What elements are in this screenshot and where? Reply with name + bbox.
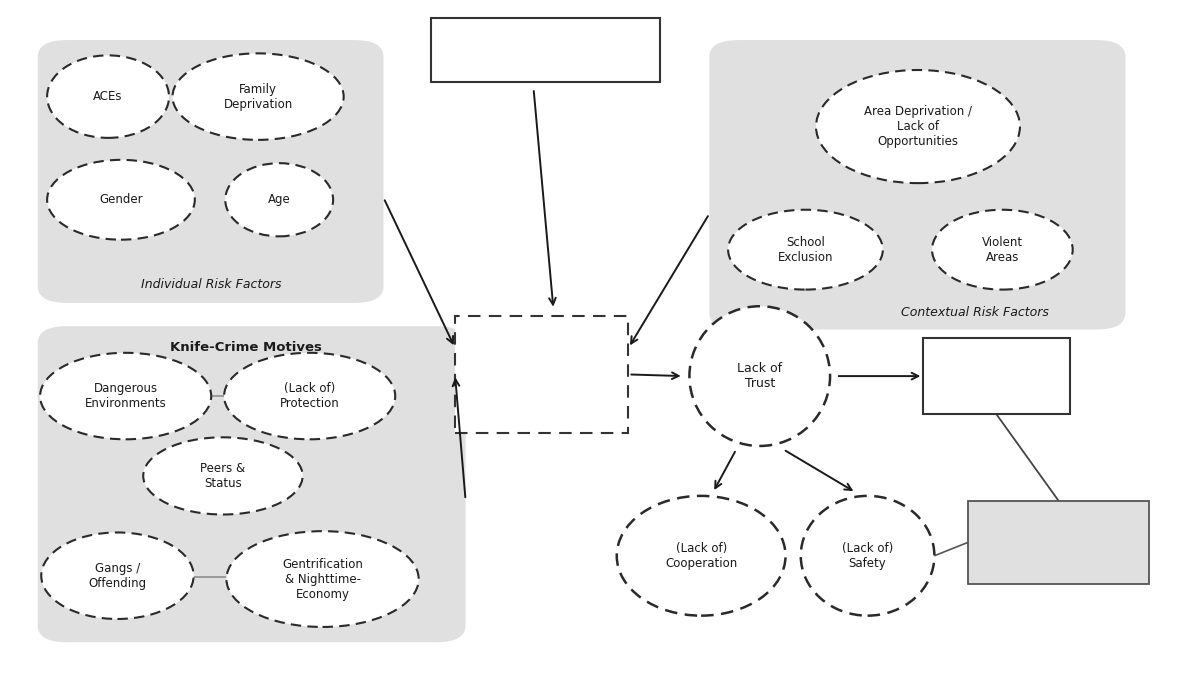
Ellipse shape (631, 507, 770, 605)
Text: External Factors
(Austerity/Cuts, Politics, Media): External Factors (Austerity/Cuts, Politi… (447, 36, 643, 64)
Text: (Lack of)
Protection: (Lack of) Protection (280, 382, 340, 410)
Ellipse shape (224, 353, 395, 439)
Text: Age: Age (268, 194, 291, 206)
FancyBboxPatch shape (709, 40, 1125, 329)
Ellipse shape (41, 353, 212, 439)
Text: (Lack of)
Cooperation: (Lack of) Cooperation (665, 542, 737, 570)
Text: Young People: Young People (498, 368, 586, 381)
Ellipse shape (932, 210, 1073, 289)
Ellipse shape (617, 496, 786, 616)
Text: Gangs /
Offending: Gangs / Offending (89, 562, 146, 590)
Text: (Lack of)
Safety: (Lack of) Safety (842, 542, 893, 570)
Text: Police Activities (see
Figure 3): Police Activities (see Figure 3) (989, 528, 1128, 557)
Ellipse shape (47, 56, 169, 138)
Ellipse shape (41, 532, 194, 619)
Text: Individual Risk Factors: Individual Risk Factors (141, 278, 281, 291)
Text: Police: Police (976, 369, 1017, 383)
Ellipse shape (816, 70, 1020, 183)
Text: Gentrification
& Nighttime-
Economy: Gentrification & Nighttime- Economy (282, 557, 364, 600)
Text: ACEs: ACEs (93, 90, 123, 103)
Text: Gender: Gender (99, 194, 142, 206)
Text: Dangerous
Environments: Dangerous Environments (85, 382, 166, 410)
FancyBboxPatch shape (923, 338, 1069, 414)
Text: School
Exclusion: School Exclusion (777, 236, 834, 263)
Text: Contextual Risk Factors: Contextual Risk Factors (902, 306, 1049, 319)
Ellipse shape (801, 496, 934, 616)
Ellipse shape (226, 531, 419, 627)
Text: Lack of
Trust: Lack of Trust (737, 362, 782, 390)
FancyBboxPatch shape (38, 326, 465, 642)
Text: Area Deprivation /
Lack of
Opportunities: Area Deprivation / Lack of Opportunities (864, 105, 972, 148)
FancyBboxPatch shape (968, 501, 1149, 584)
Ellipse shape (689, 306, 830, 446)
FancyBboxPatch shape (431, 18, 659, 81)
Ellipse shape (245, 540, 399, 617)
Ellipse shape (728, 210, 883, 289)
FancyBboxPatch shape (38, 40, 384, 303)
Ellipse shape (172, 54, 343, 140)
Ellipse shape (225, 163, 334, 236)
Text: Family
Deprivation: Family Deprivation (224, 83, 293, 111)
Ellipse shape (47, 160, 195, 240)
Ellipse shape (702, 319, 817, 433)
FancyBboxPatch shape (454, 316, 628, 433)
Text: Knife-Crime Motives: Knife-Crime Motives (171, 342, 322, 354)
Ellipse shape (242, 361, 378, 430)
Text: Violent
Areas: Violent Areas (982, 236, 1023, 263)
Text: Peers &
Status: Peers & Status (201, 462, 245, 490)
Ellipse shape (144, 437, 303, 515)
